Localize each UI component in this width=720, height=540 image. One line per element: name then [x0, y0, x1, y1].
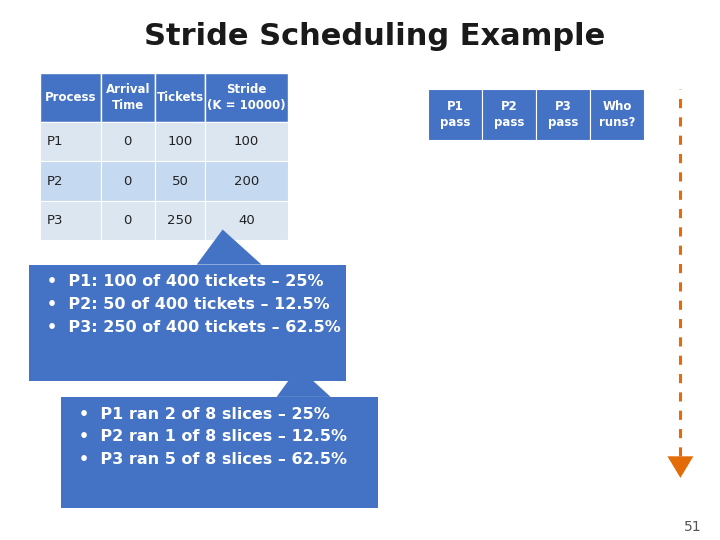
Text: Stride
(K = 10000): Stride (K = 10000)	[207, 83, 286, 112]
FancyBboxPatch shape	[40, 122, 101, 161]
Text: Tickets: Tickets	[156, 91, 204, 104]
FancyBboxPatch shape	[61, 397, 378, 508]
Text: P3
pass: P3 pass	[548, 100, 579, 129]
FancyBboxPatch shape	[155, 161, 205, 201]
FancyBboxPatch shape	[101, 73, 155, 122]
FancyBboxPatch shape	[205, 73, 288, 122]
FancyBboxPatch shape	[29, 265, 346, 381]
Text: 100: 100	[167, 135, 193, 148]
Text: 100: 100	[234, 135, 259, 148]
Polygon shape	[667, 456, 693, 478]
Text: P2: P2	[47, 174, 63, 188]
FancyBboxPatch shape	[536, 89, 590, 140]
Text: P1
pass: P1 pass	[440, 100, 471, 129]
Text: Stride Scheduling Example: Stride Scheduling Example	[144, 22, 605, 51]
Text: P3: P3	[47, 214, 63, 227]
FancyBboxPatch shape	[40, 201, 101, 240]
Text: Who
runs?: Who runs?	[599, 100, 636, 129]
Text: P1: P1	[47, 135, 63, 148]
FancyBboxPatch shape	[155, 122, 205, 161]
Text: 250: 250	[167, 214, 193, 227]
Text: •  P1 ran 2 of 8 slices – 25%
•  P2 ran 1 of 8 slices – 12.5%
•  P3 ran 5 of 8 s: • P1 ran 2 of 8 slices – 25% • P2 ran 1 …	[79, 407, 347, 467]
Text: 0: 0	[124, 174, 132, 188]
Text: Process: Process	[45, 91, 96, 104]
Text: Arrival
Time: Arrival Time	[106, 83, 150, 112]
Text: P2
pass: P2 pass	[494, 100, 525, 129]
Text: 50: 50	[171, 174, 189, 188]
FancyBboxPatch shape	[101, 122, 155, 161]
Polygon shape	[276, 367, 330, 397]
FancyBboxPatch shape	[590, 89, 644, 140]
Text: •  P1: 100 of 400 tickets – 25%
•  P2: 50 of 400 tickets – 12.5%
•  P3: 250 of 4: • P1: 100 of 400 tickets – 25% • P2: 50 …	[47, 274, 341, 335]
Polygon shape	[197, 230, 261, 265]
Text: 51: 51	[685, 519, 702, 534]
Text: 0: 0	[124, 135, 132, 148]
FancyBboxPatch shape	[205, 122, 288, 161]
FancyBboxPatch shape	[428, 89, 482, 140]
FancyBboxPatch shape	[40, 73, 101, 122]
FancyBboxPatch shape	[205, 201, 288, 240]
FancyBboxPatch shape	[40, 161, 101, 201]
Text: 0: 0	[124, 214, 132, 227]
Text: 40: 40	[238, 214, 255, 227]
FancyBboxPatch shape	[205, 161, 288, 201]
FancyBboxPatch shape	[155, 73, 205, 122]
Text: 200: 200	[234, 174, 259, 188]
FancyBboxPatch shape	[101, 201, 155, 240]
FancyBboxPatch shape	[155, 201, 205, 240]
FancyBboxPatch shape	[482, 89, 536, 140]
FancyBboxPatch shape	[101, 161, 155, 201]
